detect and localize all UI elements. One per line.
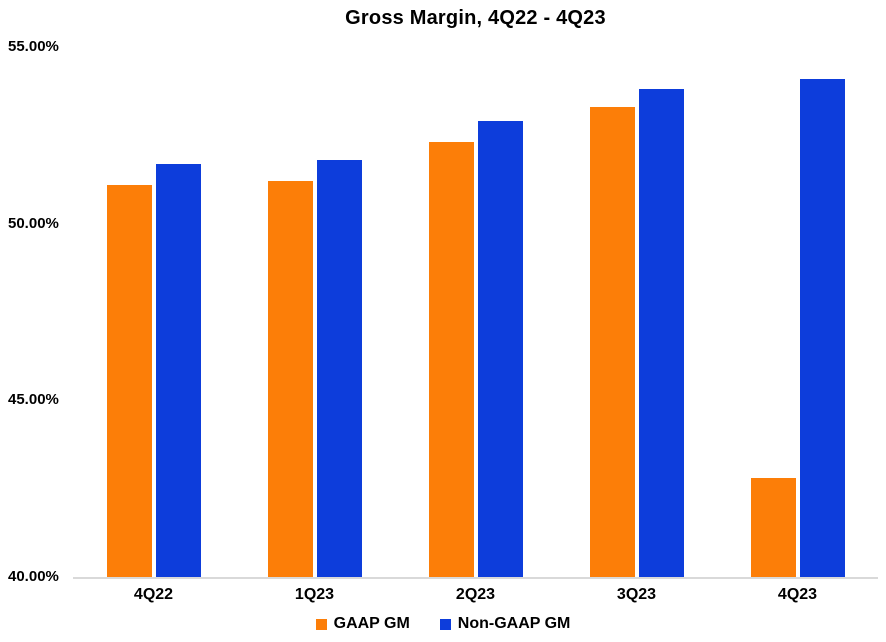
bar-gaap-gm-3q23 (589, 107, 635, 577)
bar-non-gaap-gm-4q22 (155, 163, 201, 577)
chart-title: Gross Margin, 4Q22 - 4Q23 (345, 7, 606, 29)
legend: GAAP GM Non-GAAP GM (0, 615, 886, 633)
legend-label-gaap-gm: GAAP GM (333, 615, 410, 632)
bar-non-gaap-gm-2q23 (477, 121, 523, 577)
x-label-2q23: 2Q23 (455, 586, 496, 603)
bar-gaap-gm-4q22 (106, 184, 152, 577)
x-axis-line (73, 577, 878, 579)
legend-swatch-non-gaap-gm (439, 618, 451, 630)
bar-non-gaap-gm-4q23 (799, 78, 845, 577)
bar-gaap-gm-4q23 (750, 478, 796, 577)
bar-non-gaap-gm-1q23 (316, 160, 362, 577)
legend-swatch-gaap-gm (315, 618, 327, 630)
x-label-4q23: 4Q23 (777, 586, 818, 603)
y-tick-45-00: 45.00% (8, 391, 59, 409)
y-tick-40-00: 40.00% (8, 568, 59, 585)
legend-item-gaap-gm: GAAP GM (315, 615, 410, 633)
y-tick-55-00: 55.00% (8, 38, 59, 55)
x-label-1q23: 1Q23 (294, 586, 335, 603)
x-label-3q23: 3Q23 (616, 586, 657, 603)
y-tick-50-00: 50.00% (8, 214, 59, 232)
bar-non-gaap-gm-3q23 (638, 89, 684, 577)
legend-item-non-gaap-gm: Non-GAAP GM (439, 615, 571, 633)
legend-label-non-gaap-gm: Non-GAAP GM (457, 615, 571, 632)
x-label-4q22: 4Q22 (133, 586, 174, 603)
bar-gaap-gm-1q23 (267, 181, 313, 577)
bar-gaap-gm-2q23 (428, 142, 474, 577)
